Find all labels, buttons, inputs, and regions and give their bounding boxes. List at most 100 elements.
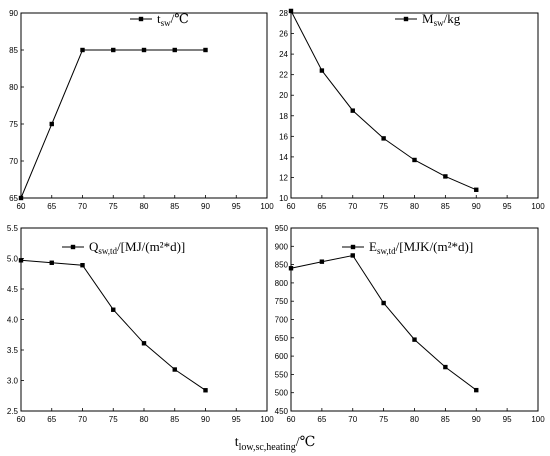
x-tick-label: 80 bbox=[410, 202, 419, 211]
x-tick-label: 100 bbox=[260, 202, 274, 211]
data-point bbox=[443, 174, 448, 179]
y-tick-label: 2.5 bbox=[7, 407, 19, 416]
data-point bbox=[172, 367, 177, 372]
data-point bbox=[172, 47, 177, 53]
data-point bbox=[141, 341, 147, 346]
x-tick-label: 90 bbox=[472, 202, 481, 211]
x-axis-title-unit: /℃ bbox=[295, 435, 316, 450]
y-tick-label: 80 bbox=[9, 83, 18, 92]
y-tick-label: 5.5 bbox=[7, 224, 19, 233]
x-tick-label: 75 bbox=[379, 202, 388, 211]
x-tick-label: 85 bbox=[170, 202, 179, 211]
y-tick-label: 14 bbox=[279, 153, 288, 162]
x-tick-label: 70 bbox=[348, 415, 357, 424]
x-tick-label: 100 bbox=[531, 415, 545, 424]
legend-marker bbox=[70, 244, 76, 250]
legend: tsw/℃ bbox=[130, 11, 189, 28]
plot-frame bbox=[290, 227, 539, 412]
y-tick-label: 20 bbox=[279, 91, 288, 100]
x-tick-label: 60 bbox=[17, 415, 26, 424]
y-tick-label: 24 bbox=[279, 50, 288, 59]
data-point bbox=[474, 187, 479, 192]
x-tick-label: 90 bbox=[201, 202, 210, 211]
y-tick-label: 900 bbox=[275, 242, 289, 251]
data-point bbox=[412, 337, 417, 342]
x-axis-title-subscript: low,sc,heating bbox=[238, 441, 296, 453]
legend-label: tsw/℃ bbox=[157, 11, 189, 28]
data-point bbox=[141, 47, 147, 53]
x-tick-label: 80 bbox=[140, 415, 149, 424]
plot-frame bbox=[290, 12, 539, 199]
y-tick-label: 65 bbox=[9, 194, 18, 203]
legend-marker bbox=[350, 244, 356, 250]
data-point bbox=[18, 258, 24, 263]
chart-panel-4: 60 65 70 75 80 85 90 95 100 450 500 550 600 650 700 750… bbox=[275, 224, 546, 424]
y-tick-label: 4.5 bbox=[7, 285, 19, 294]
data-point bbox=[319, 259, 325, 264]
y-tick-label: 90 bbox=[9, 9, 18, 18]
x-tick-label: 100 bbox=[260, 415, 274, 424]
y-tick-label: 12 bbox=[279, 173, 288, 182]
legend-label-base: t bbox=[157, 11, 161, 26]
legend-label-subscript: sw,td bbox=[377, 246, 396, 256]
y-tick-label: 18 bbox=[279, 112, 288, 121]
x-tick-label: 70 bbox=[348, 202, 357, 211]
legend-label-unit: /[MJK/(m²*d)] bbox=[396, 239, 474, 254]
y-tick-label: 850 bbox=[275, 261, 289, 270]
x-axis-title: tlow,sc,heating/℃ bbox=[0, 434, 550, 453]
x-tick-label: 80 bbox=[140, 202, 149, 211]
x-tick-label: 95 bbox=[232, 202, 241, 211]
legend-label-unit: /kg bbox=[444, 11, 461, 26]
legend: Msw/kg bbox=[395, 11, 461, 28]
x-tick-label: 65 bbox=[47, 415, 56, 424]
x-tick-label: 60 bbox=[287, 415, 296, 424]
x-tick-label: 65 bbox=[317, 415, 326, 424]
data-point bbox=[203, 388, 208, 393]
series-line bbox=[290, 10, 477, 191]
legend-label-unit: /℃ bbox=[171, 11, 189, 26]
x-tick-label: 70 bbox=[78, 415, 87, 424]
legend-label-base: M bbox=[422, 11, 434, 26]
x-tick-label: 95 bbox=[232, 415, 241, 424]
legend-label-base: E bbox=[369, 239, 377, 254]
y-tick-label: 28 bbox=[279, 9, 288, 18]
plot-frame bbox=[20, 12, 268, 199]
y-tick-label: 500 bbox=[275, 389, 289, 398]
data-point bbox=[412, 157, 417, 163]
x-tick-label: 60 bbox=[287, 202, 296, 211]
legend-marker bbox=[403, 16, 409, 22]
plot-frame bbox=[20, 227, 268, 412]
y-tick-label: 10 bbox=[279, 194, 288, 203]
data-point bbox=[350, 108, 355, 113]
y-tick-label: 3.5 bbox=[7, 346, 19, 355]
data-point bbox=[80, 263, 85, 268]
y-tick-label: 600 bbox=[275, 352, 289, 361]
legend-label-subscript: sw bbox=[434, 18, 445, 28]
x-tick-label: 95 bbox=[503, 202, 512, 211]
x-tick-label: 80 bbox=[410, 415, 419, 424]
data-point bbox=[80, 47, 85, 53]
y-tick-label: 16 bbox=[279, 132, 288, 141]
series-line bbox=[290, 254, 477, 391]
x-tick-label: 70 bbox=[78, 202, 87, 211]
legend-label: Esw,td/[MJK/(m²*d)] bbox=[369, 239, 473, 256]
x-tick-label: 75 bbox=[379, 415, 388, 424]
legend-marker bbox=[138, 16, 144, 22]
legend-label-unit: /[MJ/(m²*d)] bbox=[117, 239, 185, 254]
x-tick-label: 85 bbox=[170, 415, 179, 424]
data-point bbox=[111, 307, 116, 312]
y-tick-label: 450 bbox=[275, 407, 289, 416]
legend-label: Qsw,td/[MJ/(m²*d)] bbox=[89, 239, 185, 256]
x-tick-label: 100 bbox=[531, 202, 545, 211]
data-point bbox=[443, 364, 448, 370]
x-tick-label: 90 bbox=[201, 415, 210, 424]
y-tick-label: 70 bbox=[9, 157, 18, 166]
data-point bbox=[474, 387, 479, 393]
x-tick-label: 65 bbox=[317, 202, 326, 211]
data-point bbox=[319, 68, 325, 73]
y-tick-label: 75 bbox=[9, 120, 18, 129]
y-tick-label: 800 bbox=[275, 279, 289, 288]
y-tick-label: 550 bbox=[275, 370, 289, 379]
data-point bbox=[49, 121, 54, 127]
